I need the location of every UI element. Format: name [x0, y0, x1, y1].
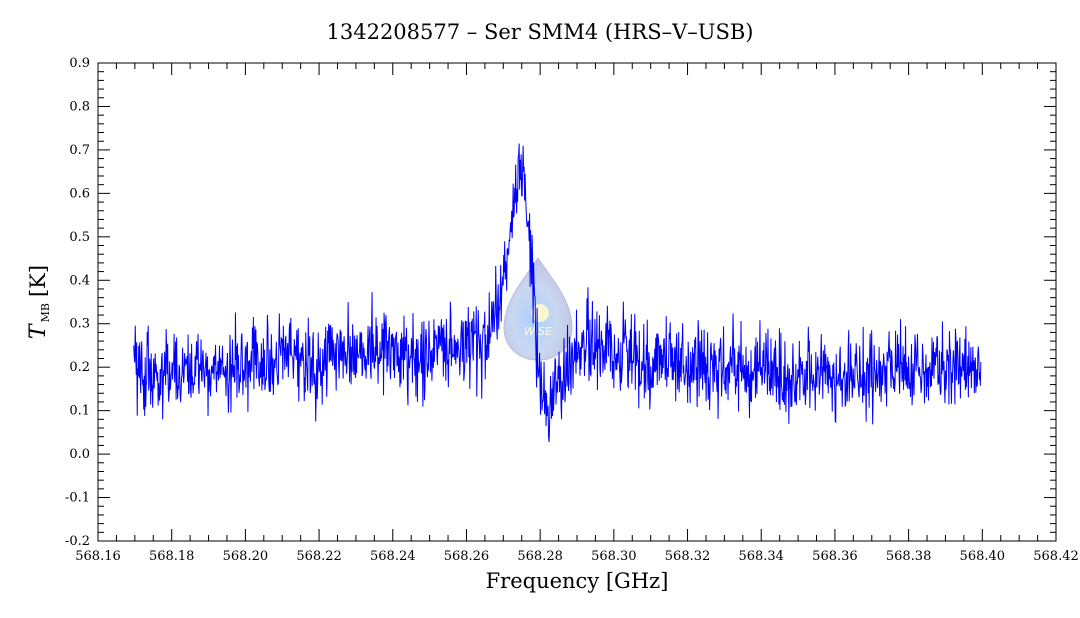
- x-tick-label: 568.30: [591, 549, 637, 564]
- y-tick-label: 0.8: [69, 99, 90, 114]
- minor-ticks: [98, 63, 1056, 541]
- y-tick-label: 0.2: [69, 360, 90, 375]
- y-tick-label: -0.1: [65, 491, 90, 506]
- x-tick-label: 568.22: [296, 549, 342, 564]
- x-tick-label: 568.24: [370, 549, 416, 564]
- y-tick-label: -0.2: [65, 534, 90, 549]
- plot-frame: [97, 62, 1057, 542]
- x-tick-label: 568.36: [812, 549, 858, 564]
- y-tick-label: 0.3: [69, 317, 90, 332]
- major-ticks: [97, 62, 1057, 542]
- x-tick-label: 568.26: [444, 549, 490, 564]
- y-tick-label: 0.1: [69, 404, 90, 419]
- x-tick-label: 568.16: [75, 549, 121, 564]
- y-tick-label: 0.5: [69, 230, 90, 245]
- x-axis-title: Frequency [GHz]: [486, 569, 669, 593]
- x-tick-label: 568.40: [960, 549, 1006, 564]
- series-group: [133, 143, 982, 443]
- y-tick-label: 0.7: [69, 143, 90, 158]
- y-axis-unit: [K]: [26, 265, 50, 297]
- x-tick-labels: 568.16 568.18 568.20 568.22 568.24 568.26 568.…: [75, 549, 1079, 564]
- x-tick-label: 568.18: [149, 549, 195, 564]
- y-axis-subscript: MB: [39, 303, 52, 322]
- y-tick-labels: -0.2 -0.1 0.0 0.1 0.2 0.3 0.4 0.5 0.6 0.7 0.8 0.9: [65, 56, 90, 549]
- y-tick-label: 0.9: [69, 56, 90, 71]
- series-line: [133, 143, 982, 443]
- watermark-text: WISE: [524, 325, 552, 338]
- wise-watermark-icon: WISE: [503, 257, 573, 361]
- x-tick-label: 568.20: [223, 549, 269, 564]
- x-tick-label: 568.42: [1033, 549, 1079, 564]
- x-tick-label: 568.38: [886, 549, 932, 564]
- chart-title: 1342208577 – Ser SMM4 (HRS–V–USB): [327, 20, 754, 44]
- x-tick-label: 568.28: [517, 549, 563, 564]
- y-tick-label: 0.4: [69, 273, 90, 288]
- x-tick-label: 568.32: [665, 549, 711, 564]
- y-tick-label: 0.6: [69, 186, 90, 201]
- x-tick-label: 568.34: [738, 549, 784, 564]
- y-axis-symbol: T: [26, 322, 51, 339]
- y-axis-title: TMB [K]: [26, 265, 52, 339]
- y-tick-label: 0.0: [69, 447, 90, 462]
